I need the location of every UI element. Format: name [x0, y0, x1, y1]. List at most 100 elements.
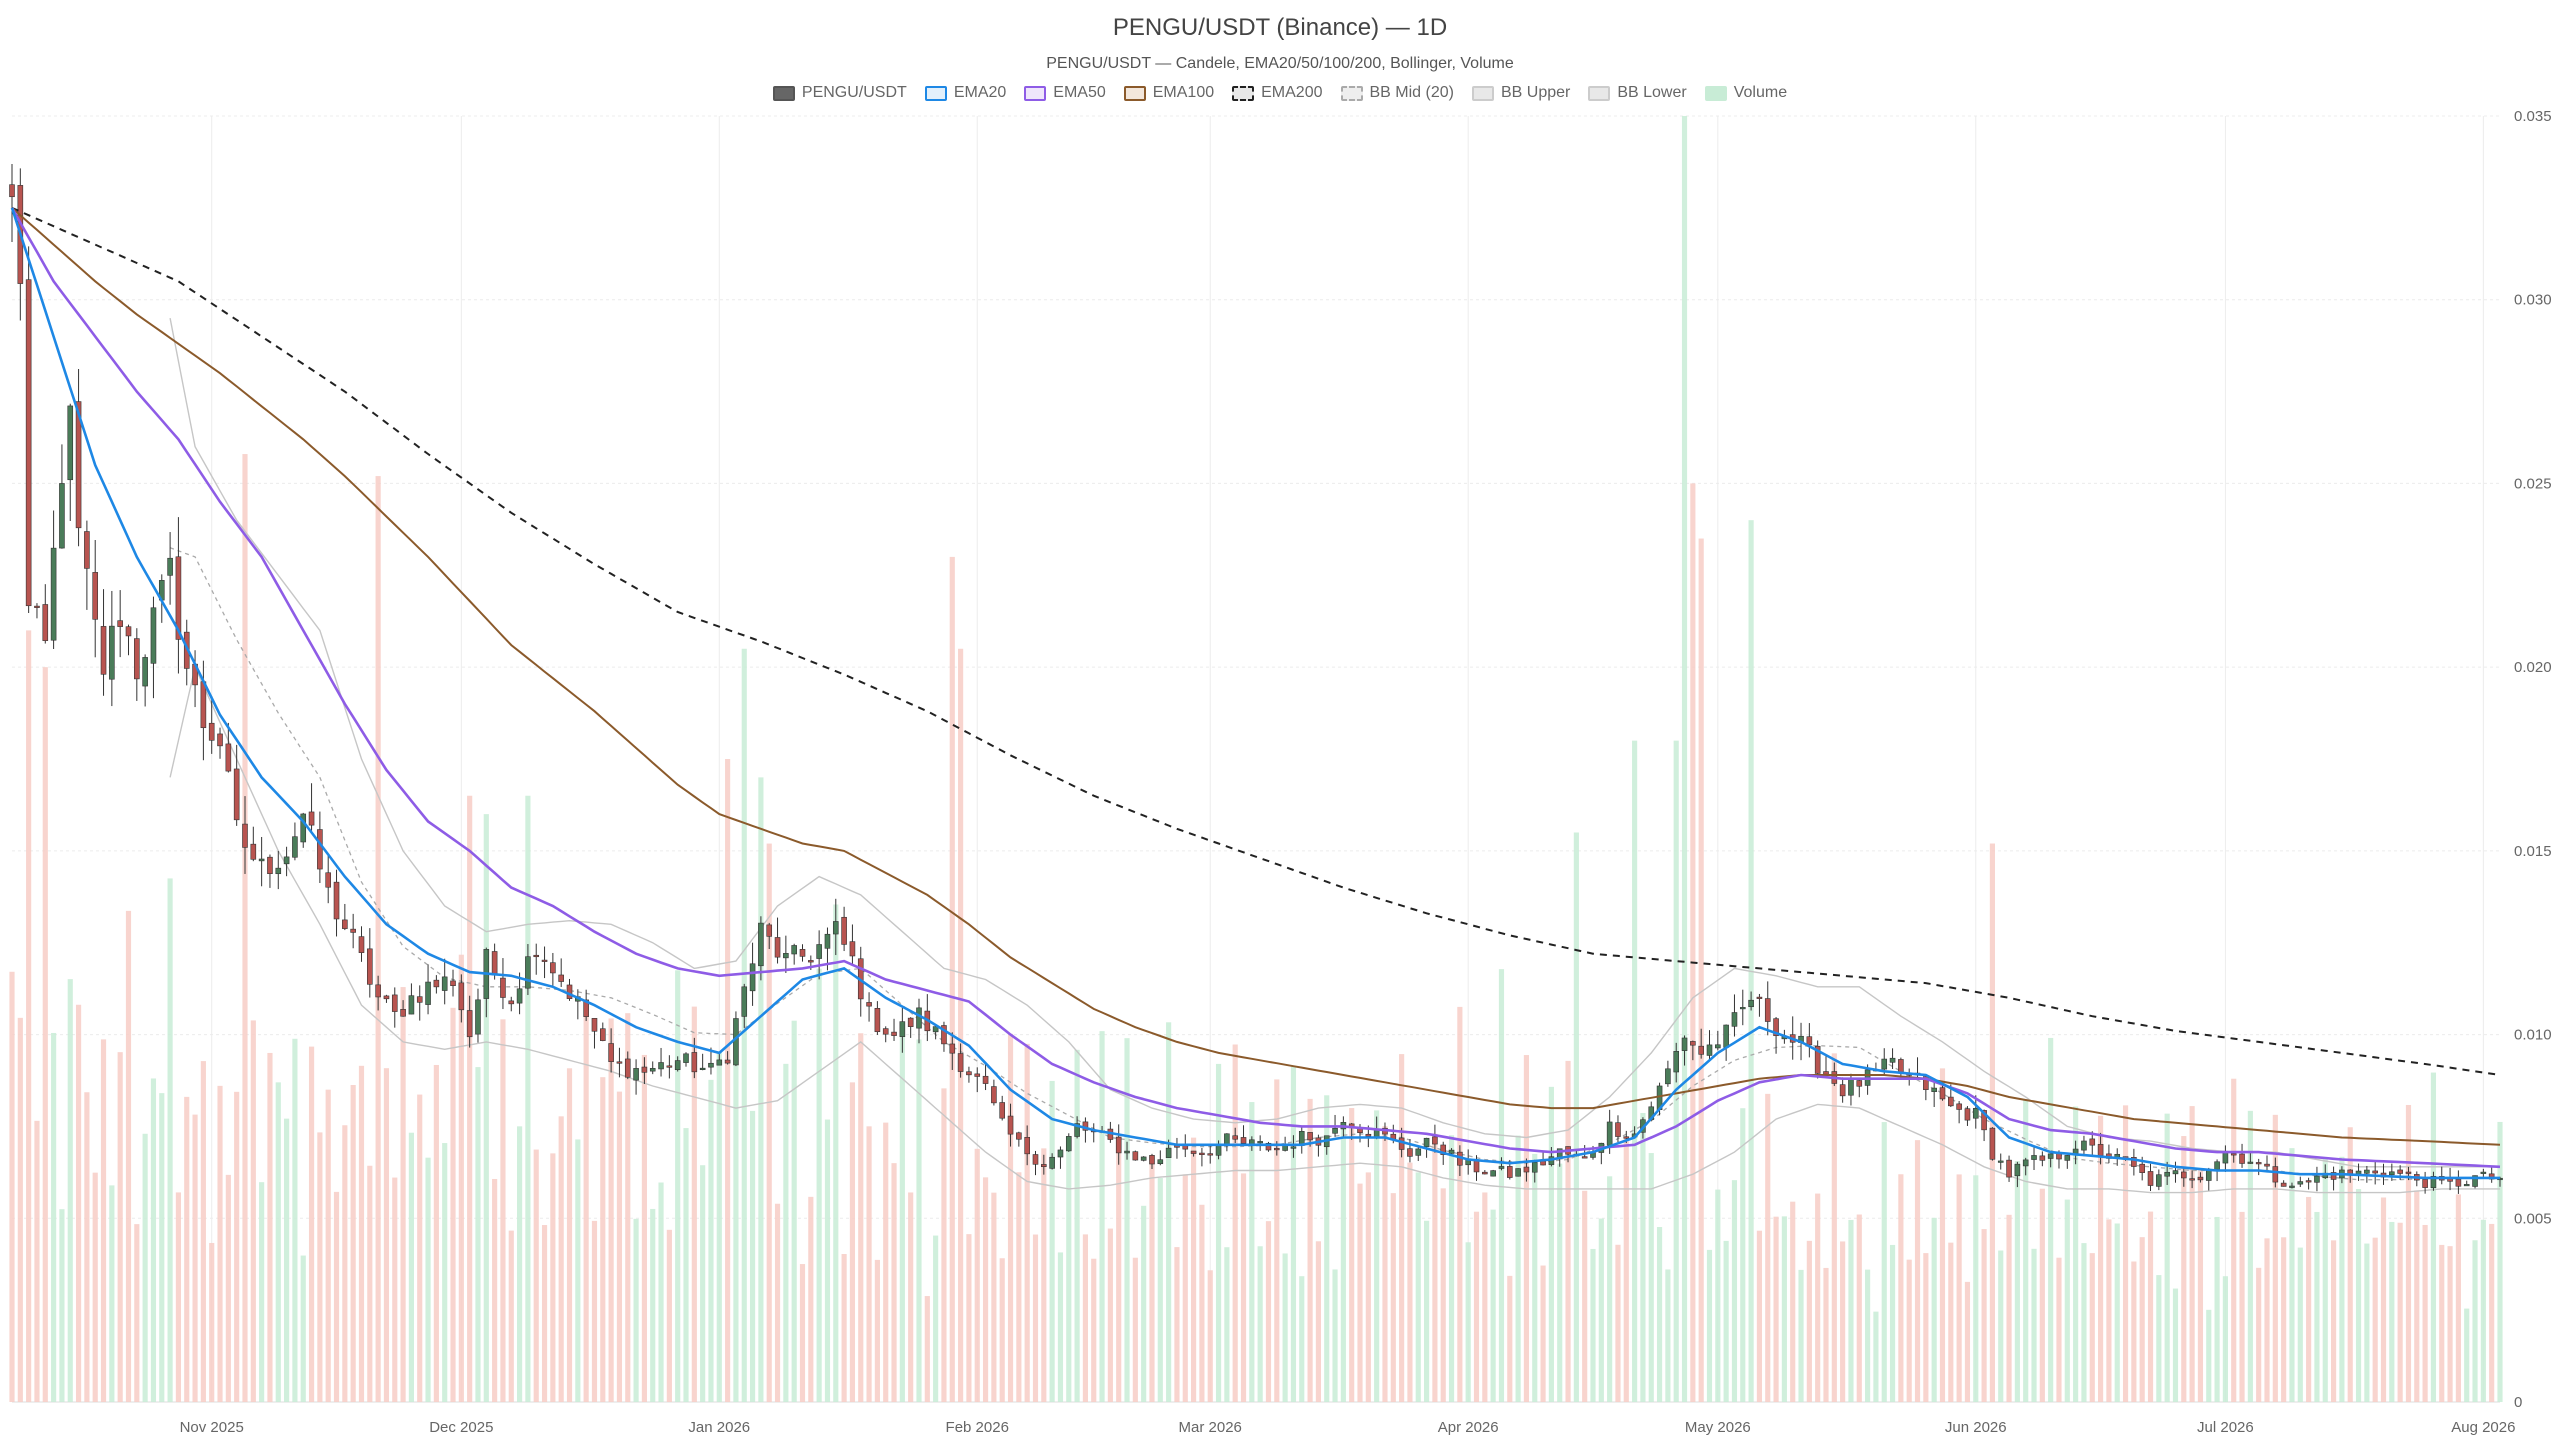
- candle-body: [2264, 1163, 2270, 1167]
- candle-body: [1889, 1057, 1896, 1063]
- volume-bar: [625, 1013, 631, 1402]
- volume-bar: [109, 1185, 115, 1402]
- volume-bar: [209, 1242, 215, 1402]
- legend-item-bb-upper[interactable]: BB Upper: [1471, 84, 1570, 102]
- volume-bar: [2306, 1196, 2312, 1402]
- volume-bar: [358, 1065, 365, 1402]
- legend-swatch: [1232, 85, 1255, 101]
- candle-body: [2280, 1182, 2287, 1187]
- candle-body: [1024, 1137, 1030, 1155]
- volume-bar: [774, 1203, 781, 1402]
- chart-legend[interactable]: PENGU/USDT EMA20 EMA50 EMA100 EMA200 BB Mid (…: [0, 84, 2560, 102]
- volume-bar: [2472, 1240, 2478, 1402]
- candle-body: [1997, 1160, 2004, 1163]
- volume-bar: [2239, 1211, 2245, 1402]
- volume-bar: [783, 1063, 789, 1402]
- candle-body: [333, 881, 340, 920]
- volume-bar: [1914, 1140, 1921, 1402]
- volume-bar: [575, 1139, 581, 1402]
- legend-item-bb-mid-20[interactable]: BB Mid (20): [1340, 84, 1454, 102]
- legend-item-volume[interactable]: Volume: [1704, 84, 1787, 102]
- candle-body: [1706, 1044, 1713, 1056]
- volume-bar: [2380, 1197, 2387, 1402]
- volume-bar: [733, 1024, 739, 1402]
- candle-body: [591, 1018, 598, 1032]
- volume-bar: [59, 1209, 65, 1402]
- candle-body: [1665, 1068, 1671, 1085]
- candle-body: [2472, 1175, 2478, 1187]
- volume-bar: [675, 970, 681, 1402]
- candle-body: [2364, 1169, 2370, 1174]
- candle-body: [134, 638, 140, 680]
- volume-bar: [749, 1110, 756, 1402]
- candle-body: [1032, 1154, 1039, 1165]
- volume-bar: [2397, 1222, 2403, 1402]
- candle-body: [2081, 1140, 2087, 1151]
- legend-item-ema50[interactable]: EMA50: [1024, 84, 1106, 102]
- volume-bar: [492, 1178, 498, 1402]
- candle-body: [708, 1062, 714, 1068]
- candle-body: [1482, 1171, 1488, 1175]
- volume-bar: [1473, 1211, 1480, 1402]
- candle-body: [1506, 1166, 1513, 1178]
- candle-body: [841, 916, 847, 945]
- candle-body: [342, 919, 348, 929]
- volume-bar: [1199, 1204, 1205, 1402]
- volume-bar: [525, 795, 531, 1402]
- candle-body: [1448, 1149, 1455, 1154]
- candle-body: [1115, 1136, 1122, 1154]
- volume-bar: [2206, 1309, 2212, 1402]
- candle-body: [724, 1059, 731, 1064]
- bb-upper-line: [169, 317, 2500, 1168]
- volume-bar: [641, 1054, 647, 1402]
- volume-bar: [1923, 1253, 1929, 1402]
- volume-bar: [242, 454, 248, 1402]
- volume-bar: [941, 1088, 947, 1402]
- candle-body: [2455, 1178, 2462, 1187]
- volume-bar: [1482, 1192, 1488, 1402]
- volume-bar: [1007, 1033, 1014, 1402]
- candle-body: [358, 936, 365, 953]
- candle-body: [1049, 1156, 1055, 1169]
- volume-bar: [908, 1192, 914, 1402]
- legend-item-pengu-usdt[interactable]: PENGU/USDT: [772, 84, 907, 102]
- legend-swatch: [1123, 85, 1146, 101]
- legend-item-ema200[interactable]: EMA200: [1232, 84, 1323, 102]
- volume-bar: [2114, 1223, 2120, 1402]
- volume-bar: [1191, 1137, 1197, 1402]
- volume-bar: [1107, 1228, 1113, 1402]
- candle-body: [1981, 1110, 1987, 1131]
- candle-body: [450, 980, 456, 986]
- volume-bar: [1656, 1227, 1663, 1402]
- candle-body: [1257, 1141, 1263, 1144]
- volume-bar: [866, 1126, 872, 1402]
- volume-bar: [1848, 1219, 1854, 1402]
- candle-body: [1731, 1012, 1738, 1027]
- legend-label: BB Lower: [1617, 84, 1687, 101]
- volume-bar: [1132, 1257, 1138, 1402]
- candle-body: [1606, 1121, 1613, 1146]
- volume-bar: [1865, 1269, 1871, 1402]
- legend-item-ema100[interactable]: EMA100: [1123, 84, 1214, 102]
- volume-bar: [1365, 1172, 1371, 1402]
- volume-bar: [708, 1079, 714, 1402]
- volume-bar: [1282, 1253, 1288, 1402]
- legend-swatch: [1024, 85, 1047, 101]
- volume-bar: [175, 1192, 182, 1402]
- volume-bar: [1066, 1138, 1072, 1402]
- volume-bar: [417, 1094, 423, 1402]
- ema20-line: [10, 207, 2500, 1180]
- legend-item-bb-lower[interactable]: BB Lower: [1588, 84, 1687, 102]
- volume-bar: [159, 1093, 165, 1402]
- candle-body: [583, 999, 589, 1017]
- volume-bar: [1806, 1240, 1812, 1402]
- legend-item-ema20[interactable]: EMA20: [924, 84, 1006, 102]
- volume-bar: [650, 1208, 656, 1402]
- volume-bar: [1224, 1247, 1230, 1402]
- volume-bar: [841, 1254, 847, 1402]
- volume-bar: [566, 1068, 573, 1402]
- volume-bars: [9, 116, 2503, 1403]
- y-tick-label: 0: [2514, 1394, 2522, 1411]
- legend-swatch: [1588, 85, 1611, 101]
- volume-bar: [26, 630, 32, 1402]
